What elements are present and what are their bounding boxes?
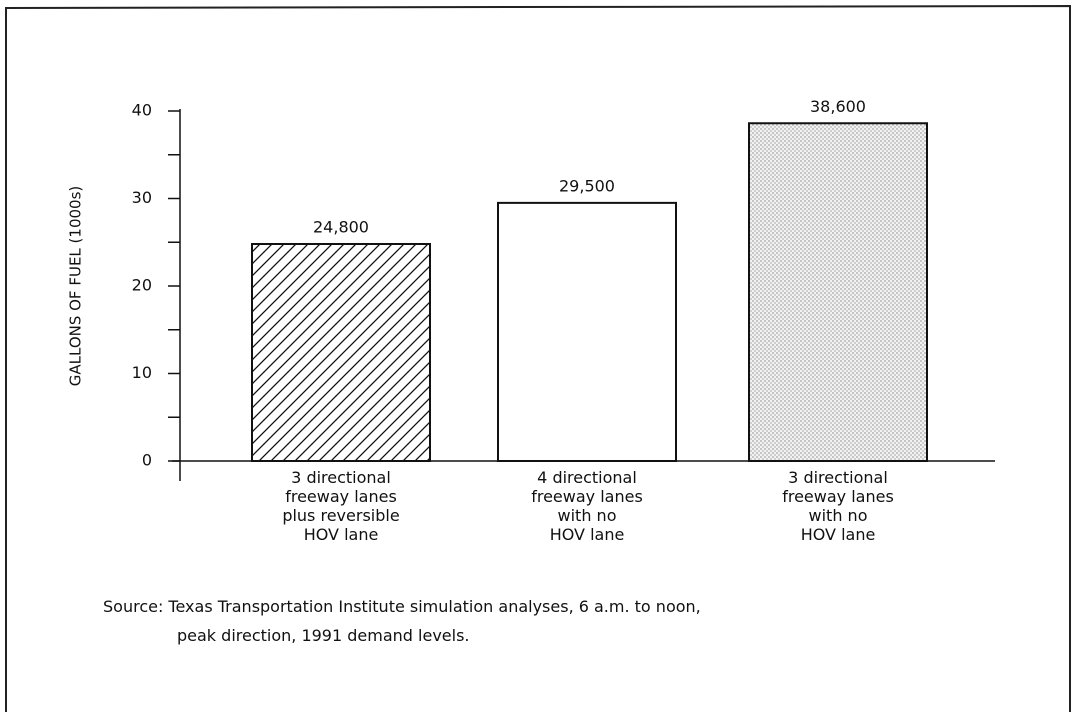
y-tick-label: 10	[132, 363, 152, 382]
bar	[748, 122, 928, 462]
bar	[251, 243, 431, 462]
y-tick-label: 20	[132, 276, 152, 295]
y-tick-label: 40	[132, 101, 152, 120]
value-label: 29,500	[559, 176, 615, 195]
bar	[497, 201, 677, 462]
value-label: 24,800	[313, 218, 369, 237]
y-tick-label: 0	[142, 451, 152, 470]
x-tick-label: 3 directional freeway lanes with no HOV lan…	[782, 468, 894, 544]
y-tick-label: 30	[132, 188, 152, 207]
x-tick-label: 4 directional freeway lanes with no HOV lan…	[531, 468, 643, 544]
x-tick-label: 3 directional freeway lanes plus reversibl…	[282, 468, 399, 544]
source-note: Source: Texas Transportation Institute s…	[103, 597, 701, 645]
y-axis-label: GALLONS OF FUEL (1000s)	[67, 186, 85, 387]
frame	[5, 4, 1071, 712]
value-label: 38,600	[810, 97, 866, 116]
